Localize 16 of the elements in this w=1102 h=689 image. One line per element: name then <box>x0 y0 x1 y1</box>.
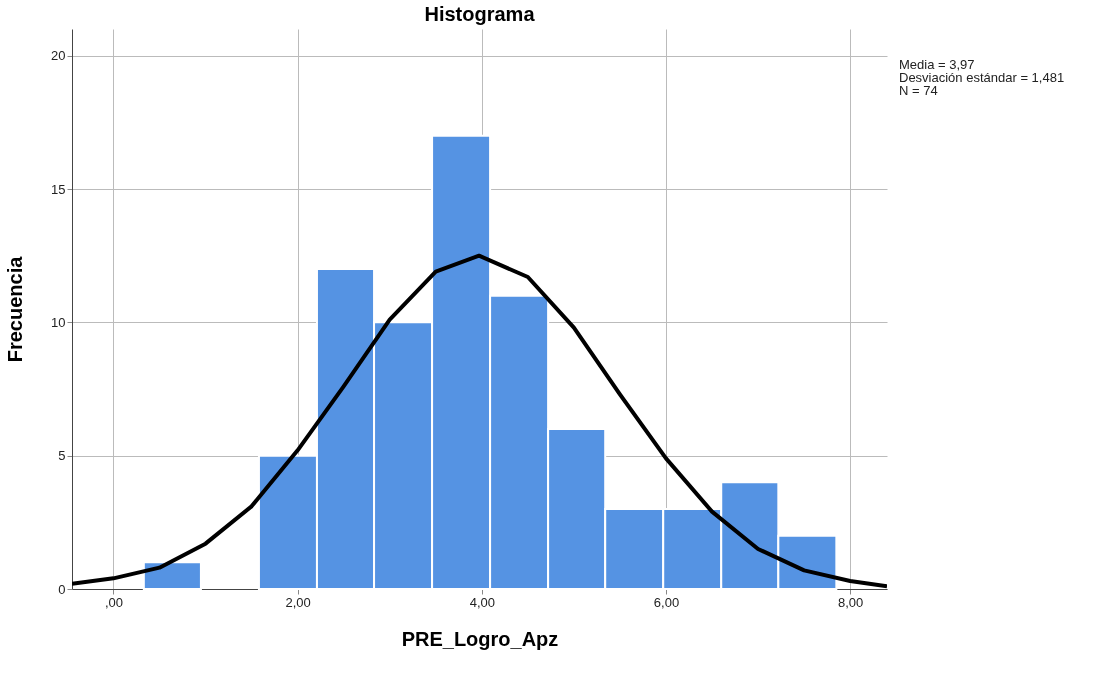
text: Desviación estándar = 1,481 <box>899 70 1065 85</box>
chart-title: Histograma <box>424 3 536 25</box>
y-tick-label: 5 <box>58 448 66 464</box>
text: N = 74 <box>899 83 938 98</box>
text: Media = 3,97 <box>899 57 975 72</box>
x-tick-label: ,00 <box>104 594 123 610</box>
x-tick-label: 4,00 <box>469 594 495 610</box>
y-tick-label: 0 <box>58 581 66 597</box>
x-tick-label: 6,00 <box>653 594 680 610</box>
y-tick-label: 10 <box>51 314 66 330</box>
x-axis-title: PRE_Logro_Apz <box>401 627 559 650</box>
x-tick-label: 8,00 <box>838 594 864 610</box>
x-tick-label: 2,00 <box>285 594 311 610</box>
y-axis-title: Frecuencia <box>4 255 27 363</box>
y-tick-label: 20 <box>51 48 66 64</box>
y-tick-label: 15 <box>51 181 66 197</box>
